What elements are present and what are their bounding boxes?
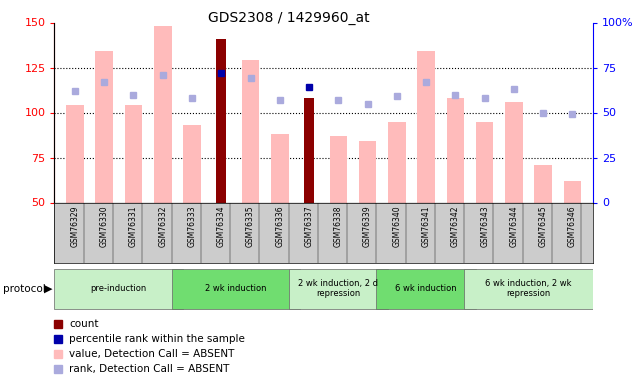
- Text: GSM76335: GSM76335: [246, 206, 255, 247]
- Bar: [125, 105, 142, 202]
- Text: GSM76346: GSM76346: [568, 206, 577, 247]
- Bar: [217, 39, 226, 203]
- Text: 2 wk induction, 2 d
repression: 2 wk induction, 2 d repression: [298, 279, 378, 298]
- Text: GDS2308 / 1429960_at: GDS2308 / 1429960_at: [208, 11, 369, 25]
- Bar: [535, 165, 552, 202]
- Text: 2 wk induction: 2 wk induction: [205, 284, 267, 293]
- Bar: [447, 98, 464, 202]
- Bar: [304, 98, 314, 202]
- Text: rank, Detection Call = ABSENT: rank, Detection Call = ABSENT: [69, 364, 229, 374]
- Bar: [172, 268, 300, 309]
- Bar: [271, 134, 288, 202]
- Bar: [288, 268, 388, 309]
- Bar: [417, 51, 435, 202]
- Bar: [329, 136, 347, 202]
- Text: GSM76330: GSM76330: [100, 206, 109, 247]
- Text: GSM76345: GSM76345: [538, 206, 547, 247]
- Text: GSM76331: GSM76331: [129, 206, 138, 247]
- Text: percentile rank within the sample: percentile rank within the sample: [69, 334, 245, 344]
- Bar: [505, 102, 522, 202]
- Bar: [183, 125, 201, 202]
- Text: GSM76332: GSM76332: [158, 206, 167, 247]
- Text: GSM76336: GSM76336: [276, 206, 285, 247]
- Text: protocol: protocol: [3, 284, 46, 294]
- Text: GSM76341: GSM76341: [422, 206, 431, 247]
- Text: GSM76342: GSM76342: [451, 206, 460, 247]
- Text: value, Detection Call = ABSENT: value, Detection Call = ABSENT: [69, 349, 235, 359]
- Bar: [376, 268, 476, 309]
- Bar: [242, 60, 260, 202]
- Text: GSM76333: GSM76333: [188, 206, 197, 247]
- Text: GSM76334: GSM76334: [217, 206, 226, 247]
- Bar: [359, 141, 376, 202]
- Bar: [464, 268, 593, 309]
- Text: GSM76340: GSM76340: [392, 206, 401, 247]
- Text: GSM76344: GSM76344: [510, 206, 519, 247]
- Bar: [388, 122, 406, 202]
- Bar: [563, 181, 581, 203]
- Text: pre-induction: pre-induction: [91, 284, 147, 293]
- Text: 6 wk induction: 6 wk induction: [395, 284, 457, 293]
- Bar: [96, 51, 113, 202]
- Text: GSM76338: GSM76338: [334, 206, 343, 247]
- Text: GSM76339: GSM76339: [363, 206, 372, 247]
- Text: count: count: [69, 319, 99, 329]
- Bar: [154, 26, 172, 202]
- Bar: [66, 105, 84, 202]
- Text: GSM76329: GSM76329: [71, 206, 79, 247]
- Text: 6 wk induction, 2 wk
repression: 6 wk induction, 2 wk repression: [485, 279, 572, 298]
- Bar: [54, 268, 183, 309]
- Text: ▶: ▶: [44, 284, 52, 294]
- Text: GSM76337: GSM76337: [304, 206, 313, 247]
- Text: GSM76343: GSM76343: [480, 206, 489, 247]
- Bar: [476, 122, 494, 202]
